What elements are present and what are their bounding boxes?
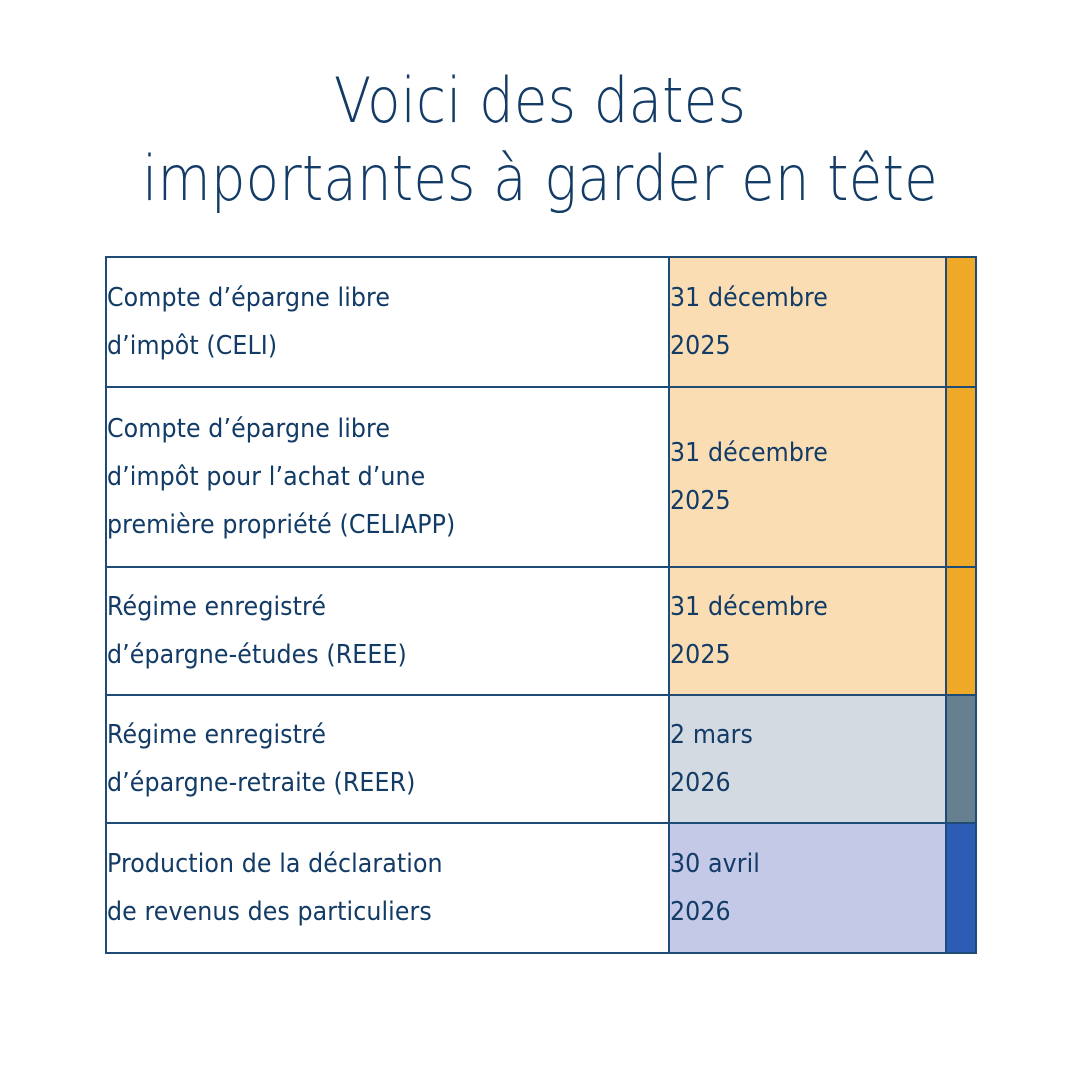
row-accent-bar (945, 386, 977, 568)
row-date-day: 31 décembre (670, 283, 828, 313)
row-label-cell: Production de la déclaration de revenus … (105, 822, 670, 954)
row-label-cell: Régime enregistré d’épargne-retraite (RE… (105, 694, 670, 824)
row-label-line: Compte d’épargne libre (107, 414, 391, 444)
row-date-cell: 30 avril 2026 (669, 822, 946, 954)
page-title-line-2: importantes à garder en tête (142, 142, 938, 215)
row-label-cell: Régime enregistré d’épargne-études (REEE… (105, 566, 670, 696)
row-date-day: 30 avril (670, 849, 760, 879)
row-date-year: 2026 (670, 768, 731, 798)
row-label-line: d’impôt pour l’achat d’une (107, 462, 426, 492)
row-label-line: d’épargne-retraite (REER) (107, 768, 416, 798)
page-title: Voici des dates importantes à garder en … (65, 62, 1015, 218)
table-row: Régime enregistré d’épargne-études (REEE… (105, 566, 977, 696)
table-row: Compte d’épargne libre d’impôt pour l’ac… (105, 386, 977, 568)
row-label-line: de revenus des particuliers (107, 897, 432, 927)
row-label-line: première propriété (CELIAPP) (107, 510, 456, 540)
row-date-cell: 31 décembre 2025 (669, 386, 946, 568)
row-date-year: 2025 (670, 486, 731, 516)
table-body: Compte d’épargne libre d’impôt (CELI) 31… (105, 256, 977, 954)
row-accent-bar (945, 256, 977, 388)
row-label-line: Régime enregistré (107, 592, 327, 622)
row-date-cell: 31 décembre 2025 (669, 566, 946, 696)
table-row: Compte d’épargne libre d’impôt (CELI) 31… (105, 256, 977, 388)
row-accent-bar (945, 694, 977, 824)
row-label-line: Compte d’épargne libre (107, 283, 391, 313)
row-label-cell: Compte d’épargne libre d’impôt pour l’ac… (105, 386, 670, 568)
table-row: Production de la déclaration de revenus … (105, 822, 977, 954)
row-date-cell: 2 mars 2026 (669, 694, 946, 824)
row-date-day: 31 décembre (670, 438, 828, 468)
row-label-cell: Compte d’épargne libre d’impôt (CELI) (105, 256, 670, 388)
row-accent-bar (945, 566, 977, 696)
important-dates-table: Compte d’épargne libre d’impôt (CELI) 31… (105, 256, 977, 954)
row-date-cell: 31 décembre 2025 (669, 256, 946, 388)
row-label-line: Production de la déclaration (107, 849, 443, 879)
row-accent-bar (945, 822, 977, 954)
row-label-line: Régime enregistré (107, 720, 327, 750)
row-date-year: 2025 (670, 331, 731, 361)
row-label-line: d’épargne-études (REEE) (107, 640, 407, 670)
row-label-line: d’impôt (CELI) (107, 331, 278, 361)
row-date-year: 2026 (670, 897, 731, 927)
row-date-day: 2 mars (670, 720, 753, 750)
row-date-year: 2025 (670, 640, 731, 670)
row-date-day: 31 décembre (670, 592, 828, 622)
table-row: Régime enregistré d’épargne-retraite (RE… (105, 694, 977, 824)
page-title-line-1: Voici des dates (333, 64, 747, 137)
